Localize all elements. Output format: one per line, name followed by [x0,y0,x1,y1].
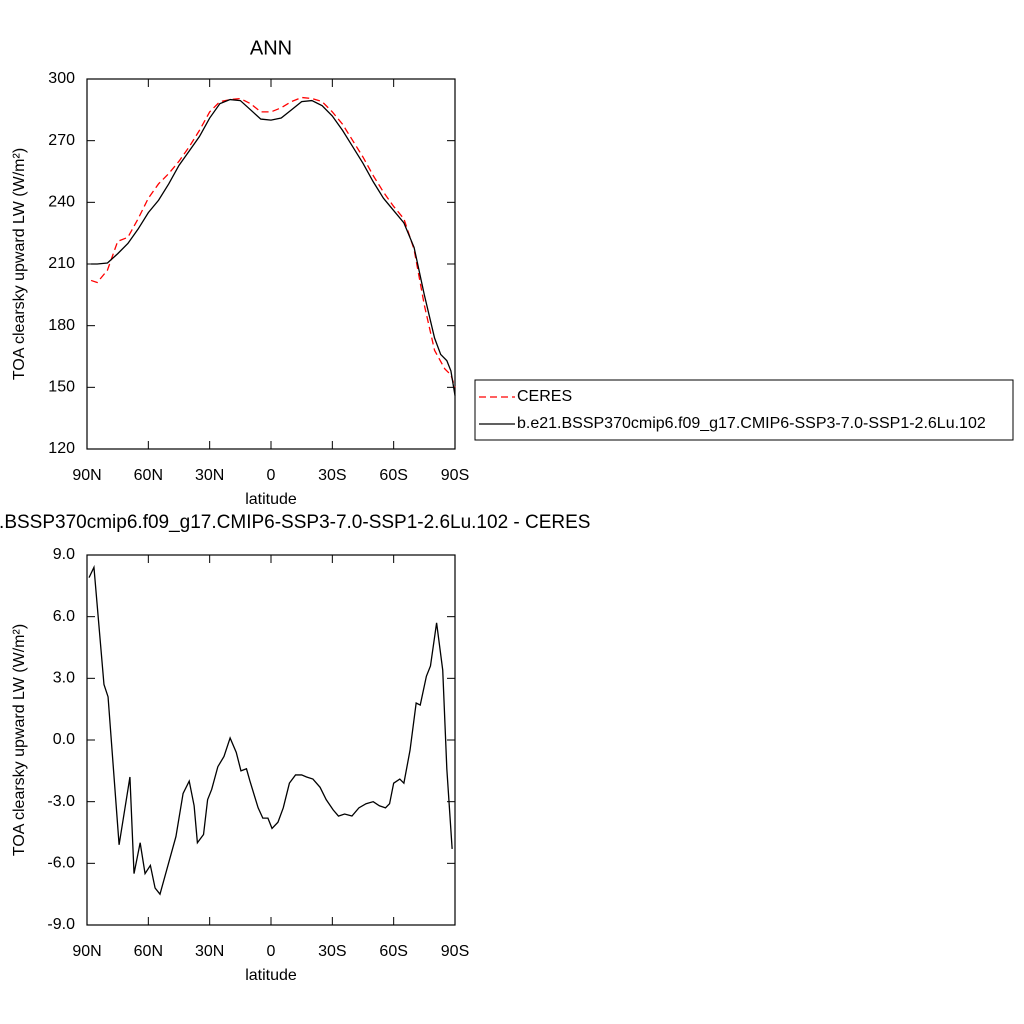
y-tick-label: 270 [48,132,75,149]
plot-frame [86,554,456,926]
x-tick-label: 30S [318,943,346,960]
legend-label: CERES [517,388,572,405]
x-tick-label: 60N [134,467,163,484]
x-tick-label: 60S [379,943,407,960]
y-tick-label: 3.0 [53,670,75,687]
x-tick-label: 30N [195,943,224,960]
y-axis-label: TOA clearsky upward LW (W/m²) [11,624,28,856]
y-axis-label: TOA clearsky upward LW (W/m²) [11,148,28,380]
legend-box [474,379,1014,441]
chart-title: b.e21.BSSP370cmip6.f09_g17.CMIP6-SSP3-7.… [0,512,590,533]
y-tick-label: -6.0 [47,855,75,872]
y-tick-label: 9.0 [53,546,75,563]
x-tick-label: 90N [72,943,101,960]
x-tick-label: 90S [441,467,469,484]
x-tick-label: 90N [72,467,101,484]
x-tick-label: 0 [267,943,276,960]
y-tick-label: 150 [48,379,75,396]
legend-label: b.e21.BSSP370cmip6.f09_g17.CMIP6-SSP3-7.… [517,415,986,432]
y-tick-label: 180 [48,317,75,334]
x-tick-label: 30S [318,467,346,484]
x-tick-label: 60N [134,943,163,960]
y-tick-label: -9.0 [47,916,75,933]
y-tick-label: 6.0 [53,608,75,625]
data-line [90,96,456,388]
data-line [88,564,453,896]
x-tick-label: 60S [379,467,407,484]
plot-frame [86,78,456,450]
y-tick-label: 120 [48,440,75,457]
y-tick-label: 210 [48,255,75,272]
y-tick-label: -3.0 [47,793,75,810]
y-tick-label: 0.0 [53,731,75,748]
data-line [91,98,456,396]
chart-title: ANN [250,37,292,59]
y-tick-label: 240 [48,194,75,211]
x-tick-label: 0 [267,467,276,484]
y-tick-label: 300 [48,70,75,87]
x-axis-label: latitude [245,491,297,508]
x-axis-label: latitude [245,967,297,984]
x-tick-label: 90S [441,943,469,960]
x-tick-label: 30N [195,467,224,484]
